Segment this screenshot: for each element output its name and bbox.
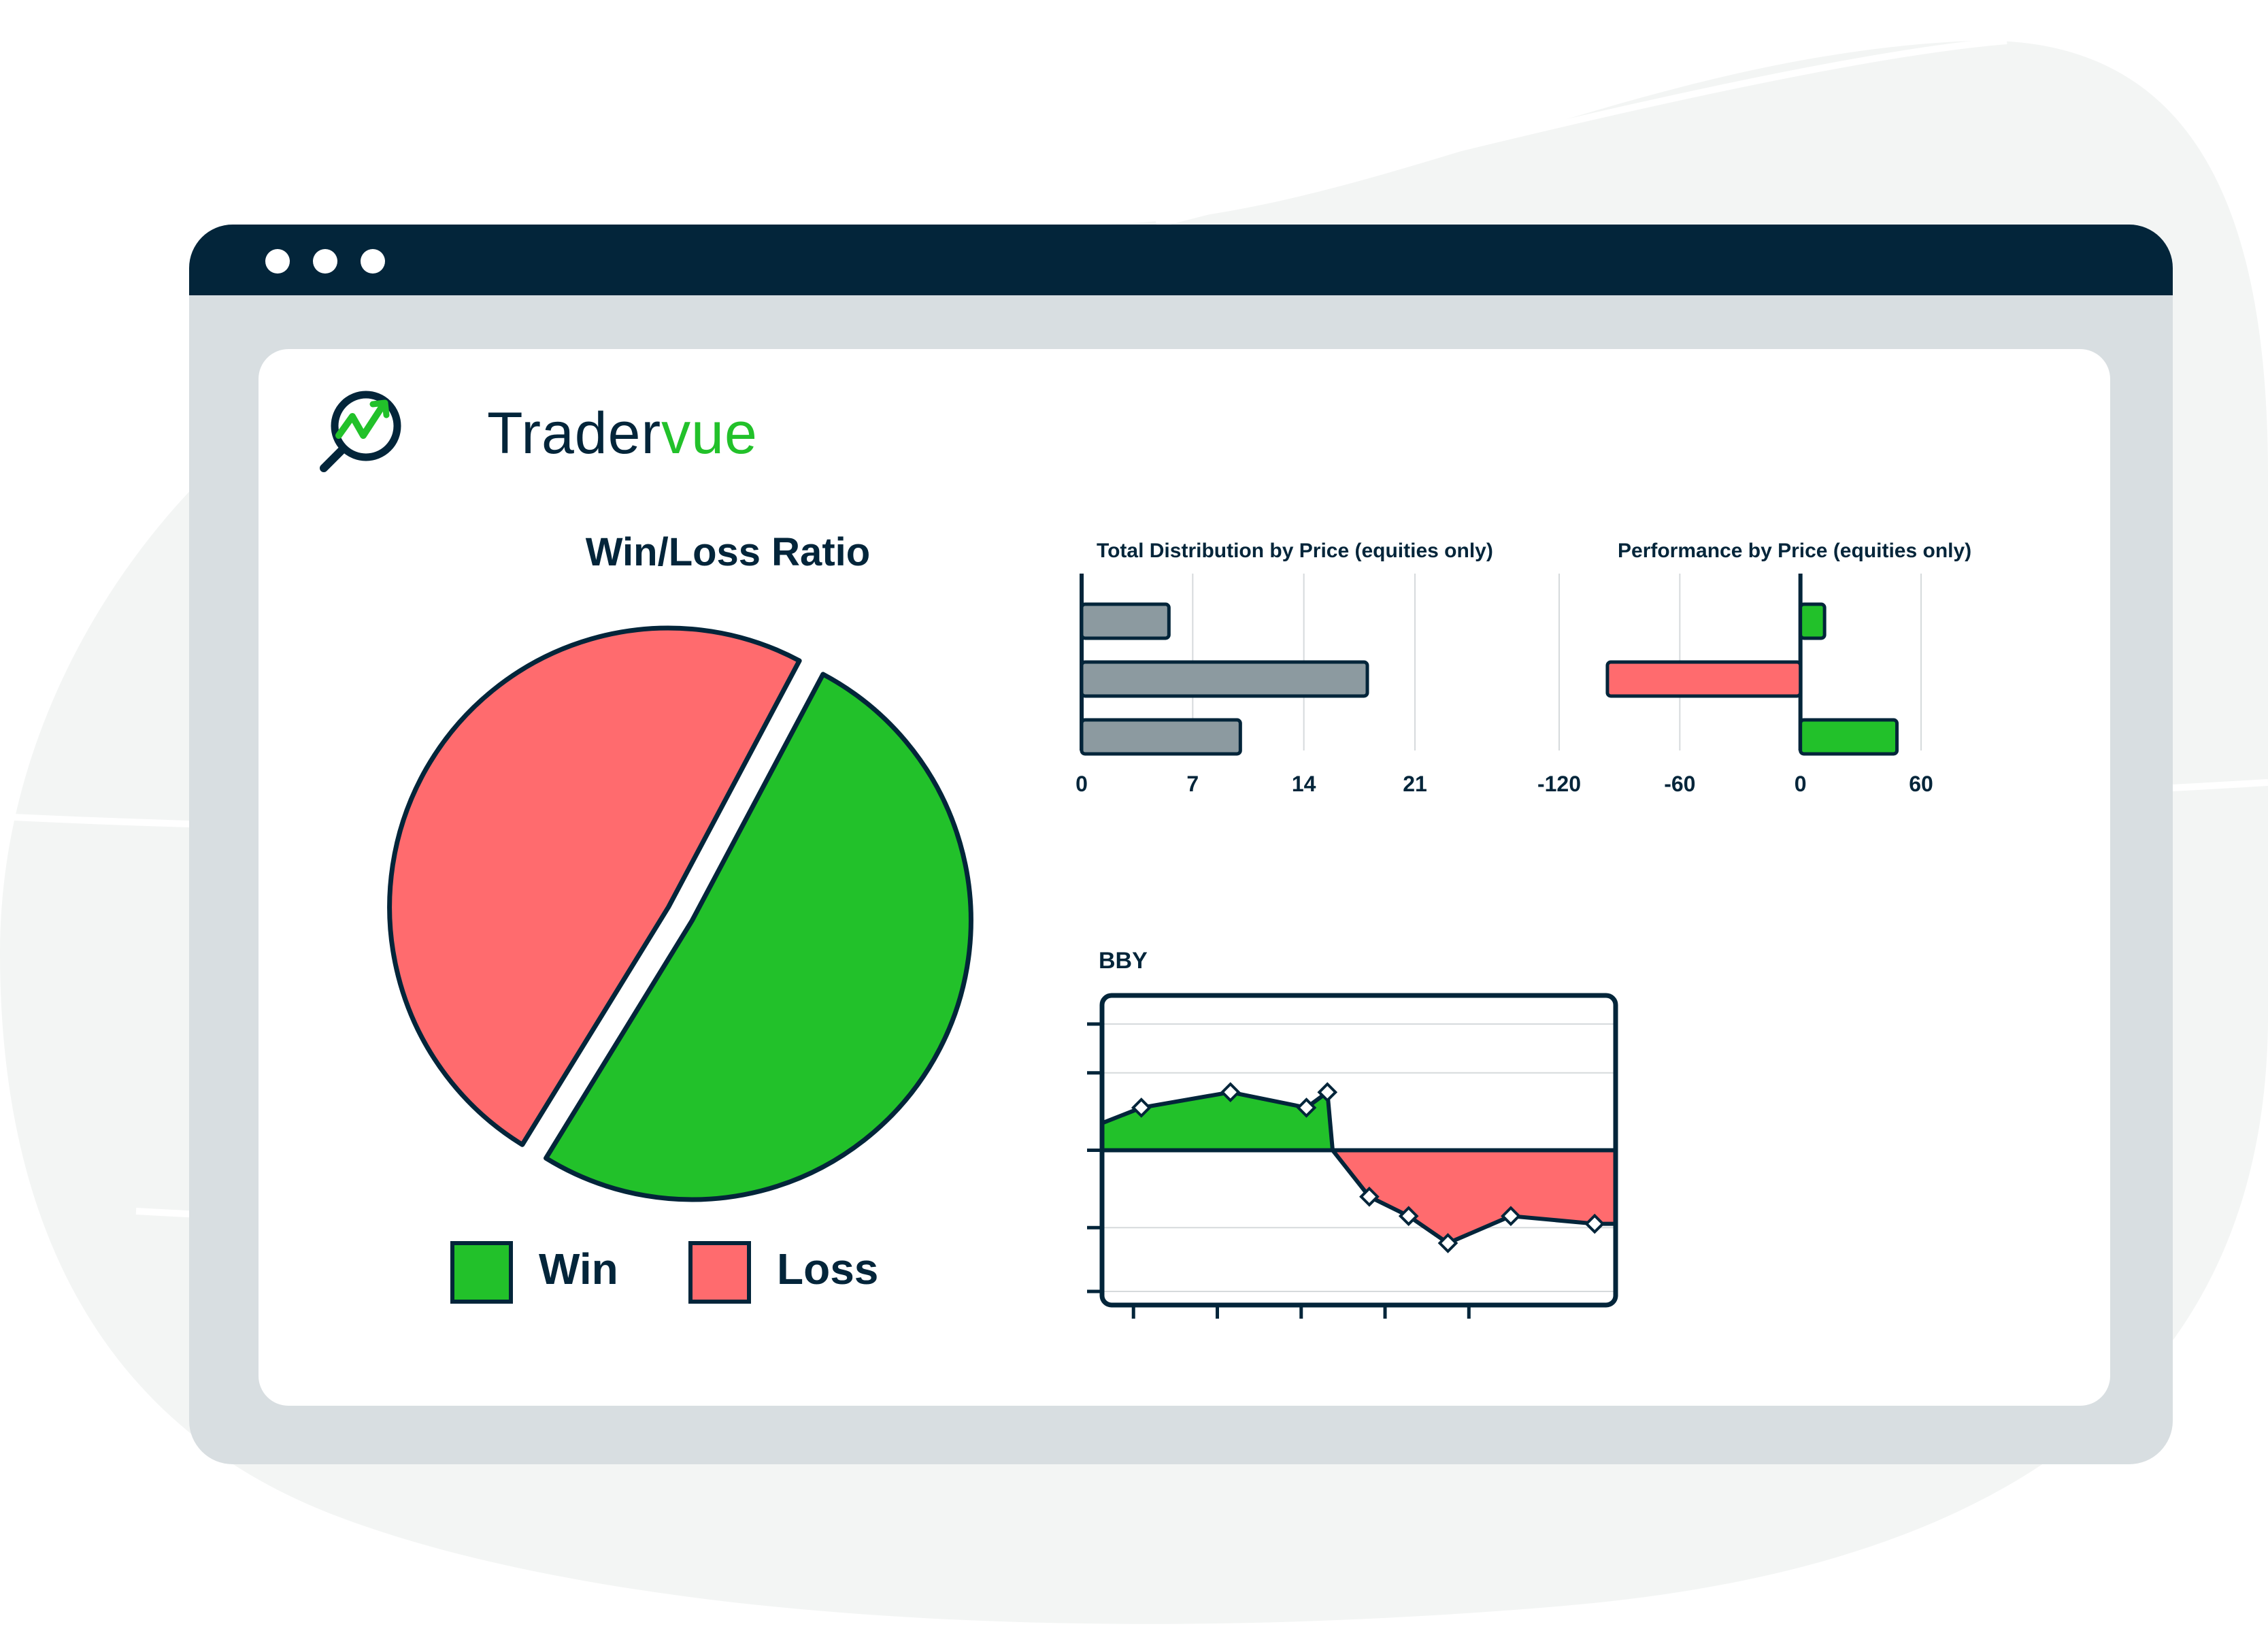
bar <box>1799 602 1827 640</box>
distribution-bar-chart: 0 7 14 21 <box>1075 574 1427 796</box>
data-point-marker <box>1398 1206 1419 1227</box>
window-close-dot[interactable] <box>265 249 290 274</box>
series-line <box>1101 1090 1616 1245</box>
pie-chart-title: Win/Loss Ratio <box>585 530 871 574</box>
bar <box>1080 718 1242 756</box>
legend-item-win[interactable]: Win <box>450 1237 641 1312</box>
tradervue-logo[interactable]: Tradervue <box>318 386 795 482</box>
bar <box>1605 660 1803 698</box>
data-point-marker <box>1501 1206 1521 1227</box>
bar <box>1080 660 1369 698</box>
x-tick-label: -60 <box>1664 772 1695 796</box>
window-minimize-dot[interactable] <box>313 249 337 274</box>
magnifier-chart-icon <box>320 391 401 472</box>
plot-frame <box>1099 993 1618 1308</box>
x-tick-label: 60 <box>1909 772 1933 796</box>
browser-window: Tradervue Win/Loss Ratio Win Loss Total … <box>189 225 2173 1464</box>
legend-label-win: Win <box>539 1244 618 1293</box>
x-tick-label: -120 <box>1537 772 1581 796</box>
bar <box>1799 718 1899 756</box>
data-point-marker <box>1437 1233 1458 1253</box>
window-titlebar <box>189 225 2173 295</box>
legend-swatch-loss <box>688 1241 751 1304</box>
win-area <box>1102 1092 1333 1151</box>
x-tick-label: 21 <box>1403 772 1427 796</box>
data-point-marker <box>1220 1082 1241 1103</box>
bar <box>1080 602 1171 640</box>
win-loss-pie-chart <box>387 625 973 1202</box>
legend-item-loss[interactable]: Loss <box>688 1237 906 1312</box>
logo-wordmark: Tradervue <box>487 401 758 466</box>
legend-swatch-win <box>450 1241 513 1304</box>
bby-chart-title: BBY <box>1099 948 1148 974</box>
loss-area <box>1332 1150 1616 1243</box>
data-point-marker <box>1296 1098 1317 1118</box>
x-tick-label: 0 <box>1795 772 1807 796</box>
x-tick-label: 14 <box>1292 772 1316 796</box>
data-point-marker <box>1584 1213 1605 1234</box>
pie-slice-win <box>544 672 973 1202</box>
x-tick-label: 7 <box>1186 772 1199 796</box>
dashboard-panel: Tradervue Win/Loss Ratio Win Loss Total … <box>259 349 2110 1406</box>
distribution-chart-title: Total Distribution by Price (equities on… <box>1097 540 1493 562</box>
legend-label-loss: Loss <box>777 1244 879 1293</box>
performance-bar-chart: -120 -60 0 60 <box>1537 574 1933 796</box>
data-point-marker <box>1359 1186 1380 1207</box>
pie-slice-loss <box>387 625 802 1147</box>
x-tick-label: 0 <box>1075 772 1088 796</box>
bby-area-chart <box>1087 993 1618 1319</box>
data-point-marker <box>1317 1082 1338 1103</box>
performance-chart-title: Performance by Price (equities only) <box>1618 540 1972 562</box>
data-point-marker <box>1131 1098 1152 1118</box>
window-maximize-dot[interactable] <box>361 249 385 274</box>
